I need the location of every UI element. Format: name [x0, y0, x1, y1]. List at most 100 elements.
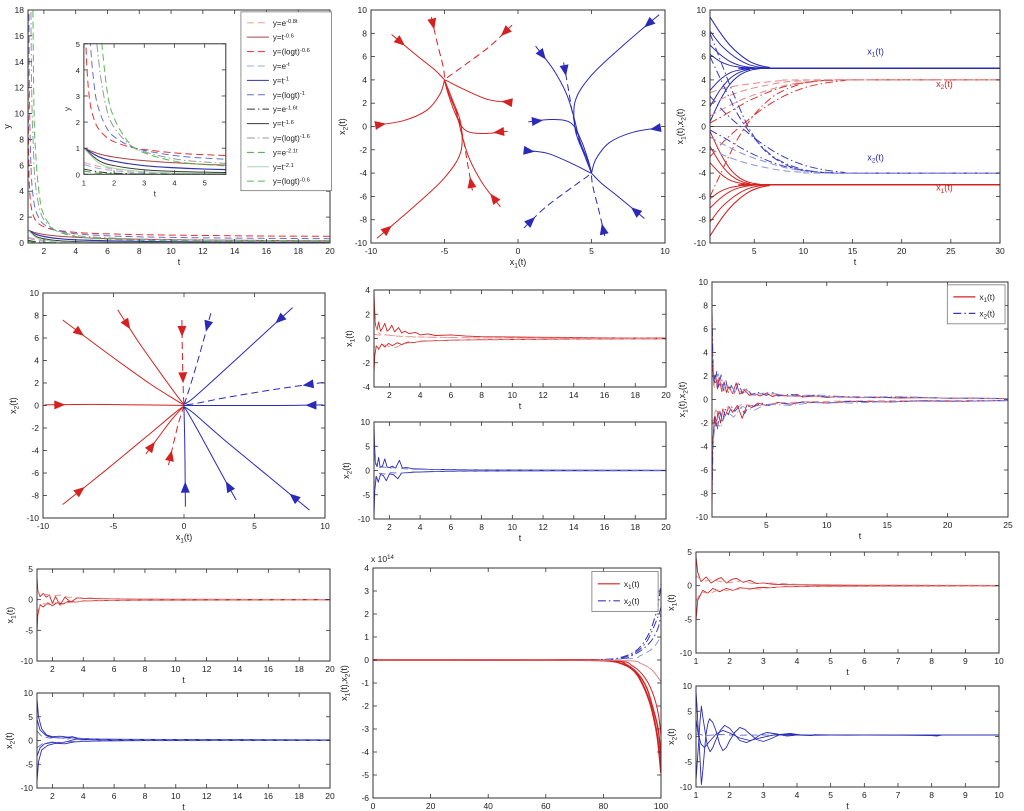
svg-text:t: t [178, 257, 181, 267]
svg-text:5: 5 [28, 564, 33, 574]
svg-text:10: 10 [799, 246, 809, 256]
svg-text:6: 6 [105, 246, 110, 256]
svg-text:12: 12 [538, 390, 548, 400]
svg-text:1: 1 [76, 144, 80, 153]
svg-text:y=t-1: y=t-1 [273, 76, 289, 85]
svg-text:y=t-0.6: y=t-0.6 [273, 33, 294, 42]
svg-text:2: 2 [19, 212, 24, 222]
svg-text:10: 10 [358, 5, 368, 15]
svg-text:10: 10 [508, 390, 518, 400]
svg-text:20: 20 [426, 801, 436, 811]
svg-text:2: 2 [50, 664, 55, 674]
svg-text:10: 10 [683, 681, 693, 691]
svg-text:14: 14 [15, 57, 25, 67]
svg-text:-10: -10 [365, 246, 378, 256]
chart-p2: -10 -5 0 5 10 -10 -8 -6 -4 -2 0 2 4 6 8 10 x1(t) x2(t) [337, 5, 670, 269]
svg-text:-8: -8 [700, 489, 708, 499]
plot-x1-x2-vs-time-stacked-2: 2 4 6 8 10 12 14 16 18 20 -10 -5 0 5 t x1(t) 2 4 6 8 10 12 14 1… [0, 540, 341, 811]
svg-text:0: 0 [182, 521, 187, 531]
svg-text:9: 9 [963, 790, 968, 800]
svg-text:5: 5 [203, 178, 207, 187]
svg-text:-10: -10 [694, 238, 707, 248]
svg-text:2: 2 [703, 371, 708, 381]
svg-text:5: 5 [687, 706, 692, 716]
svg-text:-5: -5 [441, 246, 449, 256]
svg-text:x2(t): x2(t) [8, 397, 20, 414]
chart-canvas: -10 -5 0 5 10 -10 -8 -6 -4 -2 0 2 4 6 8 10 x1(t) x2(t) [337, 5, 670, 269]
svg-text:-10: -10 [37, 521, 50, 531]
chart-canvas: 020406080100-6-5-4-3-2-101234tx1(t),x2(t… [339, 554, 668, 811]
svg-text:y=(logt)-0.6: y=(logt)-0.6 [273, 48, 310, 57]
svg-text:9: 9 [963, 656, 968, 666]
svg-text:8: 8 [703, 301, 708, 311]
svg-text:-4: -4 [361, 747, 369, 757]
chart-p3: 5 10 15 20 25 30 -10 -8 -6 -4 -2 0 2 4 6 8 10 t x1(t),x2(t… [675, 5, 1005, 267]
svg-text:-1: -1 [361, 678, 369, 688]
svg-text:16: 16 [264, 791, 274, 801]
svg-text:8: 8 [362, 28, 367, 38]
svg-text:10: 10 [361, 417, 371, 427]
svg-text:4: 4 [418, 522, 423, 532]
svg-text:10: 10 [320, 521, 330, 531]
svg-text:6: 6 [112, 664, 117, 674]
chart-p9b: 1 2 3 4 5 6 7 8 9 10 -10 -5 0 5 10 t x2(t) [666, 681, 1004, 811]
chart-p5a: 2 4 6 8 10 12 14 16 18 20 -4 -2 0 2 4 t x1(t) [344, 285, 671, 411]
svg-text:4: 4 [362, 75, 367, 85]
svg-text:6: 6 [448, 390, 453, 400]
chart-p6: 5 10 15 20 25 -10 -8 -6 -4 -2 0 2 4 6 8 10 t x1(t),x2(t) x… [677, 277, 1013, 541]
svg-text:y: y [63, 107, 72, 111]
svg-text:10: 10 [822, 520, 832, 530]
svg-text:8: 8 [34, 311, 39, 321]
svg-text:10: 10 [166, 246, 176, 256]
svg-text:8: 8 [137, 246, 142, 256]
svg-text:30: 30 [995, 246, 1005, 256]
svg-text:6: 6 [112, 791, 117, 801]
svg-text:x1(t): x1(t) [344, 330, 356, 347]
svg-text:18: 18 [294, 664, 304, 674]
chart-p9a: 1 2 3 4 5 6 7 8 9 10 -10 -5 0 5 t x1(t) [666, 547, 1004, 677]
svg-text:8: 8 [701, 28, 706, 38]
svg-text:5: 5 [28, 712, 33, 722]
svg-text:14: 14 [569, 522, 579, 532]
svg-text:18: 18 [15, 5, 25, 15]
svg-text:4: 4 [172, 178, 176, 187]
svg-text:t: t [182, 802, 185, 811]
svg-text:2: 2 [365, 309, 370, 319]
legend: x1(t) x2(t) [946, 284, 1006, 325]
svg-text:x2(t): x2(t) [666, 728, 678, 745]
svg-text:18: 18 [631, 522, 641, 532]
svg-text:x2(t): x2(t) [867, 152, 884, 164]
svg-text:6: 6 [448, 522, 453, 532]
svg-text:0: 0 [687, 732, 692, 742]
svg-text:16: 16 [15, 31, 25, 41]
svg-text:20: 20 [943, 520, 953, 530]
svg-text:t: t [846, 667, 849, 677]
svg-text:x1(t),x2(t): x1(t),x2(t) [675, 109, 687, 145]
svg-text:10: 10 [994, 656, 1004, 666]
svg-text:x1(t): x1(t) [867, 46, 884, 58]
svg-text:-5: -5 [25, 759, 33, 769]
svg-text:2: 2 [364, 609, 369, 619]
svg-text:0: 0 [365, 334, 370, 344]
svg-text:t: t [846, 801, 849, 811]
svg-text:-4: -4 [359, 168, 367, 178]
svg-text:2: 2 [50, 791, 55, 801]
svg-text:10: 10 [697, 5, 707, 15]
legend: y=e-0.8t y=t-0.6 y=(logt)-0.6 y=e-t y=t-1 y=(… [240, 11, 332, 192]
svg-text:-5: -5 [110, 521, 118, 531]
svg-text:t: t [854, 257, 857, 267]
plot-states-divergence-1e14: 020406080100-6-5-4-3-2-101234tx1(t),x2(t… [339, 540, 682, 811]
svg-text:2: 2 [76, 118, 80, 127]
svg-text:12: 12 [202, 791, 212, 801]
svg-text:12: 12 [538, 522, 548, 532]
svg-text:12: 12 [202, 664, 212, 674]
svg-text:y: y [2, 124, 12, 129]
svg-text:15: 15 [848, 246, 858, 256]
svg-text:5: 5 [828, 790, 833, 800]
svg-text:0: 0 [365, 466, 370, 476]
svg-text:100: 100 [654, 801, 668, 811]
svg-text:8: 8 [929, 790, 934, 800]
svg-text:-10: -10 [680, 648, 693, 658]
svg-text:-6: -6 [700, 465, 708, 475]
svg-text:40: 40 [483, 801, 493, 811]
